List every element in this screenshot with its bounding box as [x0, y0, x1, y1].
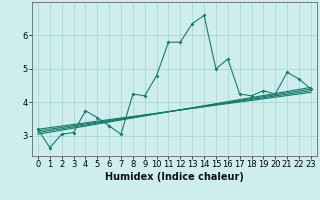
X-axis label: Humidex (Indice chaleur): Humidex (Indice chaleur) — [105, 172, 244, 182]
